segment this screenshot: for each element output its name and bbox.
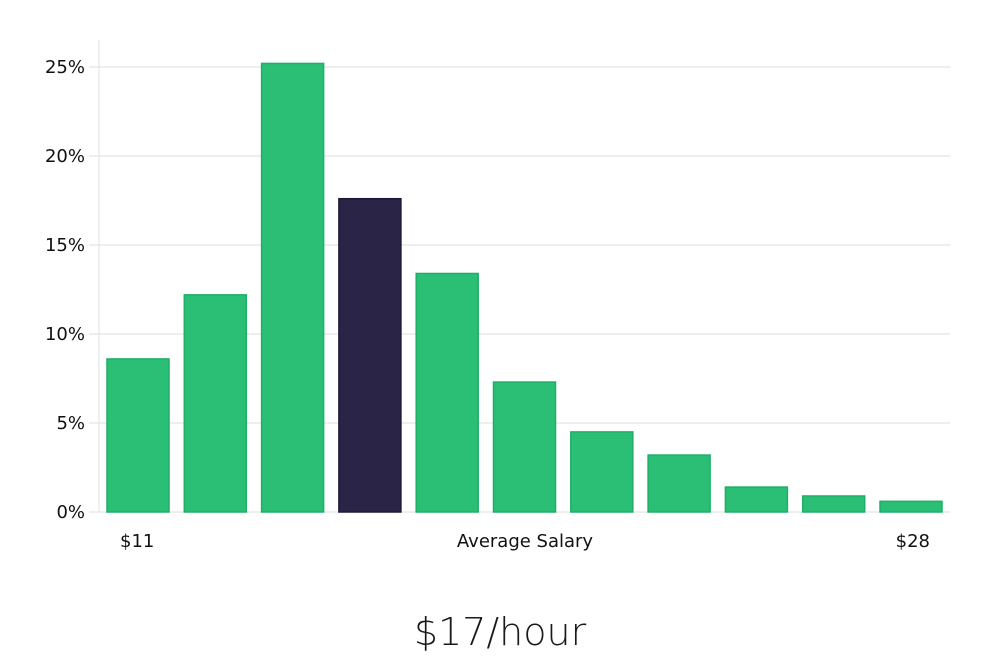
bar [260, 62, 325, 513]
bar [415, 272, 479, 513]
bars [106, 62, 943, 513]
bar [724, 486, 789, 513]
average-salary-value: $17/hour [413, 610, 587, 654]
bar [801, 495, 866, 513]
y-tick-label: 15% [45, 235, 85, 256]
x-label-min: $11 [120, 531, 154, 552]
y-tick-label: 5% [56, 413, 85, 434]
y-tick-label: 25% [45, 57, 85, 78]
y-tick-labels: 0% 5% 10% 15% 20% 25% [45, 57, 85, 523]
y-tick-label: 10% [45, 324, 85, 345]
x-label-max: $28 [896, 531, 930, 552]
y-tick-label: 0% [56, 502, 85, 523]
bar [492, 381, 557, 513]
salary-histogram: 0% 5% 10% 15% 20% 25% $11 Average Salary $28 [45, 40, 950, 552]
bar [183, 294, 248, 513]
bar [879, 500, 943, 513]
bar-highlighted [338, 197, 402, 513]
y-tick-label: 20% [45, 146, 85, 167]
bar [647, 454, 711, 513]
x-axis-title: Average Salary [457, 531, 594, 552]
bar [106, 358, 170, 513]
bar [570, 431, 634, 513]
